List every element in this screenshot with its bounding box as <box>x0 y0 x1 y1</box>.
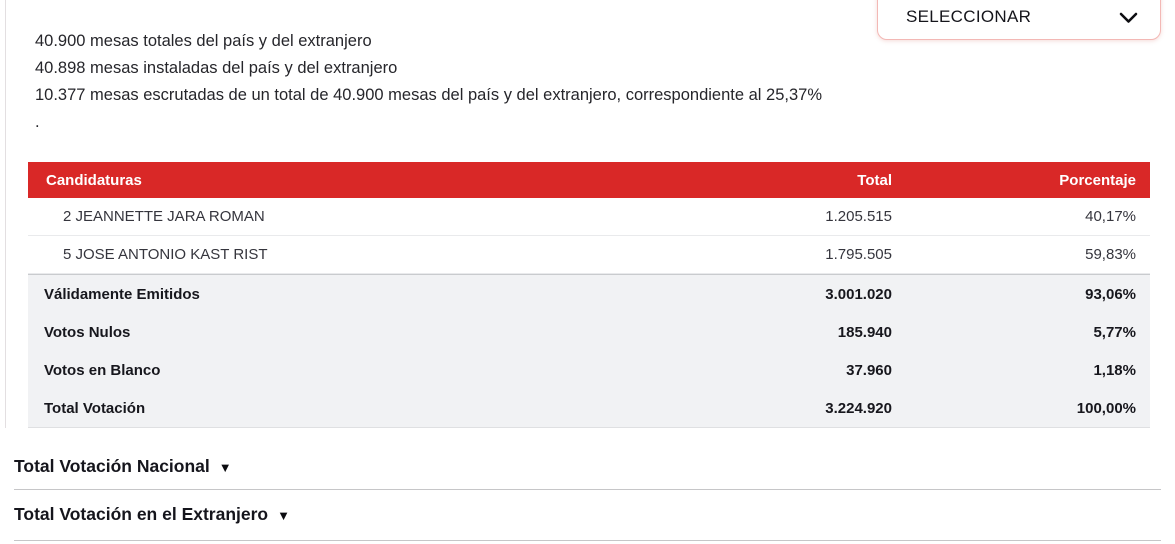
summary-row-validamente-emitidos: Válidamente Emitidos 3.001.020 93,06% <box>28 275 1150 313</box>
summary-pct: 1,18% <box>1093 361 1136 379</box>
summary-total: 37.960 <box>846 361 892 379</box>
summary-pct: 93,06% <box>1085 285 1136 303</box>
col-header-candidaturas: Candidaturas <box>46 171 142 189</box>
container-left-border <box>5 0 6 428</box>
region-select-dropdown[interactable]: SELECCIONAR <box>877 0 1161 40</box>
section-divider <box>14 489 1161 490</box>
col-header-porcentaje: Porcentaje <box>1059 171 1136 189</box>
summary-total: 185.940 <box>837 323 892 341</box>
select-label: SELECCIONAR <box>906 7 1032 26</box>
summary-label: Votos Nulos <box>44 323 131 341</box>
summary-label: Total Votación <box>44 399 146 417</box>
candidate-name: 2 JEANNETTE JARA ROMAN <box>63 208 265 225</box>
summary-label: Válidamente Emitidos <box>44 285 200 303</box>
candidate-name: 5 JOSE ANTONIO KAST RIST <box>63 246 268 263</box>
section-divider <box>14 540 1161 541</box>
candidate-total: 1.795.505 <box>825 246 892 263</box>
candidate-pct: 59,83% <box>1085 246 1136 263</box>
chevron-down-icon <box>1119 12 1138 23</box>
summary-row-votos-nulos: Votos Nulos 185.940 5,77% <box>28 313 1150 351</box>
results-table: Candidaturas Total Porcentaje 2 JEANNETT… <box>28 162 1150 428</box>
summary-row-votos-en-blanco: Votos en Blanco 37.960 1,18% <box>28 351 1150 389</box>
summary-section: Válidamente Emitidos 3.001.020 93,06% Vo… <box>28 274 1150 428</box>
mesas-summary-block: 40.900 mesas totales del país y del extr… <box>35 28 822 136</box>
triangle-down-icon: ▼ <box>218 459 232 475</box>
candidate-total: 1.205.515 <box>825 208 892 225</box>
accordion-total-votacion-nacional[interactable]: Total Votación Nacional ▼ <box>14 455 232 477</box>
col-header-total: Total <box>857 171 892 189</box>
mesas-instaladas-line: 40.898 mesas instaladas del país y del e… <box>35 59 398 77</box>
summary-total: 3.224.920 <box>825 399 892 417</box>
summary-pct: 5,77% <box>1093 323 1136 341</box>
table-row-candidate-kast: 5 JOSE ANTONIO KAST RIST 1.795.505 59,83… <box>28 236 1150 274</box>
summary-row-total-votacion: Total Votación 3.224.920 100,00% <box>28 389 1150 427</box>
table-row-candidate-jara: 2 JEANNETTE JARA ROMAN 1.205.515 40,17% <box>28 198 1150 236</box>
candidate-pct: 40,17% <box>1085 208 1136 225</box>
dot-line: . <box>35 113 40 131</box>
summary-label: Votos en Blanco <box>44 361 161 379</box>
summary-total: 3.001.020 <box>825 285 892 303</box>
mesas-totales-line: 40.900 mesas totales del país y del extr… <box>35 32 372 50</box>
summary-pct: 100,00% <box>1076 399 1136 417</box>
triangle-down-icon: ▼ <box>277 507 291 523</box>
table-header-row: Candidaturas Total Porcentaje <box>28 162 1150 198</box>
accordion-label: Total Votación Nacional <box>14 455 210 476</box>
accordion-label: Total Votación en el Extranjero <box>14 503 269 524</box>
accordion-total-votacion-extranjero[interactable]: Total Votación en el Extranjero ▼ <box>14 503 290 525</box>
mesas-escrutadas-line: 10.377 mesas escrutadas de un total de 4… <box>35 86 822 104</box>
